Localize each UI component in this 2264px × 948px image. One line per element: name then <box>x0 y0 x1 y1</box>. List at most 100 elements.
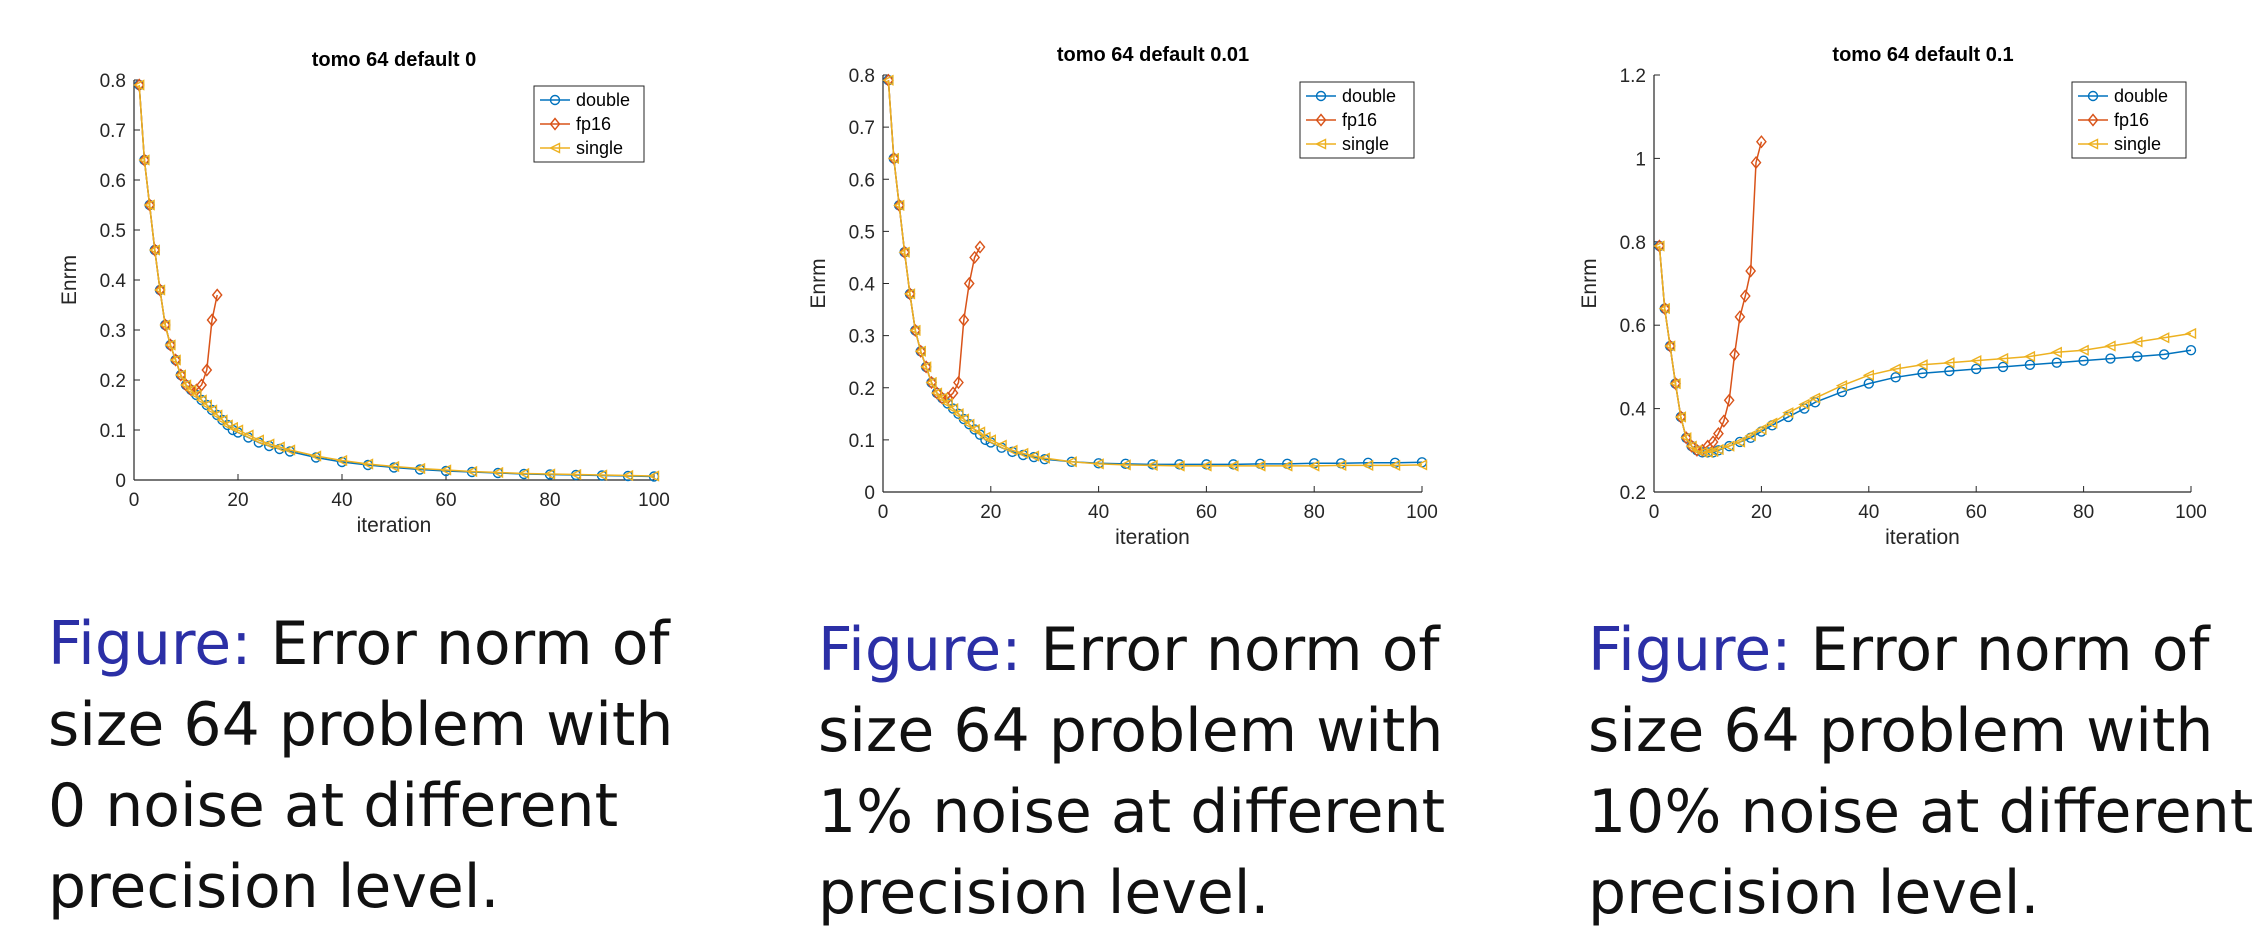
data-point <box>1227 460 1239 472</box>
x-tick-label: 80 <box>1304 502 1325 523</box>
data-point <box>909 323 921 338</box>
data-point <box>1723 393 1735 407</box>
data-point <box>2158 349 2170 360</box>
y-tick-label: 0.2 <box>100 371 126 392</box>
caption-3: Figure: Error norm of size 64 problem wi… <box>1588 610 2253 934</box>
caption-line: precision level. <box>818 858 1270 928</box>
data-point <box>242 429 254 441</box>
x-tick-label: 20 <box>980 502 1001 523</box>
data-point <box>1173 460 1185 472</box>
x-tick-label: 0 <box>129 490 140 511</box>
data-point <box>1766 417 1778 429</box>
chart-title: tomo 64 default 0.1 <box>1832 44 2013 66</box>
legend-label: fp16 <box>2114 110 2149 130</box>
data-point <box>517 467 530 480</box>
data-point <box>164 338 176 352</box>
data-point <box>138 154 150 166</box>
data-point <box>1119 459 1131 471</box>
data-point <box>979 431 991 443</box>
data-point <box>1335 459 1347 472</box>
data-point <box>1315 90 1327 102</box>
data-point <box>179 379 192 391</box>
series-line <box>1658 141 1763 452</box>
y-tick-label: 0.1 <box>849 431 875 452</box>
data-point <box>2158 332 2170 344</box>
chart-1: tomo 64 default 0 0 20 40 60 80 100 0 0.1 0.2 0.3 0… <box>58 49 670 537</box>
data-point <box>153 284 166 296</box>
caption-text: Error norm of <box>1810 615 2210 685</box>
data-point <box>1718 414 1730 428</box>
data-point <box>211 288 223 302</box>
data-point <box>180 378 192 392</box>
data-point <box>1835 380 1848 392</box>
legend: double fp16 single <box>2071 81 2187 159</box>
chart-title: tomo 64 default 0 <box>312 49 476 71</box>
data-point <box>549 117 561 131</box>
data-point <box>1308 460 1320 472</box>
data-point <box>2184 327 2197 340</box>
data-point <box>231 424 244 436</box>
data-point <box>159 319 171 331</box>
chart-panel-1: tomo 64 default 0 0 20 40 60 80 100 0 0.1 0.2 0.3 0… <box>0 0 700 565</box>
data-point <box>195 394 207 406</box>
data-point <box>2185 345 2197 356</box>
caption-line: size 64 problem with <box>818 696 1444 766</box>
caption-lead: Figure: <box>1588 615 1792 685</box>
data-point <box>211 409 223 421</box>
data-point <box>543 468 556 480</box>
data-point <box>1782 407 1794 419</box>
data-point <box>1315 113 1327 127</box>
data-point <box>413 462 426 475</box>
data-point <box>569 468 582 481</box>
data-point <box>963 418 975 430</box>
series-line <box>887 80 1423 467</box>
y-tick-label: 0.2 <box>849 379 875 400</box>
chart-panel-2: tomo 64 default 0.01 0 20 40 60 80 100 0 0.1 0.2 0… <box>755 0 1455 565</box>
data-point <box>2132 351 2143 362</box>
chart-3: tomo 64 default 0.1 0 20 40 60 80 100 0.2 0.4 0.6… <box>1578 44 2207 549</box>
y-tick-label: 0.3 <box>849 327 875 348</box>
data-point <box>143 199 155 211</box>
data-point <box>887 152 899 165</box>
y-tick-label: 0.6 <box>849 170 875 191</box>
data-point <box>1362 459 1374 472</box>
y-tick-label: 0.6 <box>100 171 126 192</box>
data-point <box>1664 339 1676 353</box>
y-tick-label: 1.2 <box>1620 66 1646 87</box>
data-point <box>920 360 932 374</box>
data-point <box>1996 352 2009 365</box>
caption-line: 1% noise at different <box>818 777 1446 847</box>
data-point <box>1696 446 1708 459</box>
data-point <box>915 344 927 358</box>
x-axis-label: iteration <box>1115 526 1190 549</box>
data-point <box>1006 444 1018 456</box>
data-point <box>185 384 197 396</box>
data-point <box>2087 113 2099 127</box>
data-point <box>903 288 916 300</box>
data-point <box>958 313 970 327</box>
caption-line: Figure: Error norm of <box>48 604 673 685</box>
data-point <box>1729 347 1740 361</box>
data-point <box>309 450 322 462</box>
x-tick-label: 0 <box>878 502 889 523</box>
x-tick-label: 100 <box>2175 502 2207 523</box>
data-point <box>549 94 561 106</box>
data-point <box>963 276 975 291</box>
y-tick-label: 0.8 <box>849 66 875 87</box>
data-point <box>1670 376 1681 391</box>
data-point <box>1916 359 1928 371</box>
data-point <box>273 441 285 453</box>
data-point <box>1146 459 1158 472</box>
data-point <box>1739 289 1751 303</box>
legend: double fp16 single <box>1299 81 1415 159</box>
data-point <box>974 240 986 254</box>
data-point <box>1254 460 1266 472</box>
caption-2: Figure: Error norm of size 64 problem wi… <box>818 610 1445 934</box>
legend: double fp16 single <box>533 85 645 163</box>
data-point <box>941 397 953 410</box>
data-point <box>947 402 959 415</box>
data-point <box>1065 456 1077 468</box>
legend-label: double <box>1342 86 1396 106</box>
data-point <box>133 79 145 91</box>
y-tick-label: 0.8 <box>100 71 126 92</box>
